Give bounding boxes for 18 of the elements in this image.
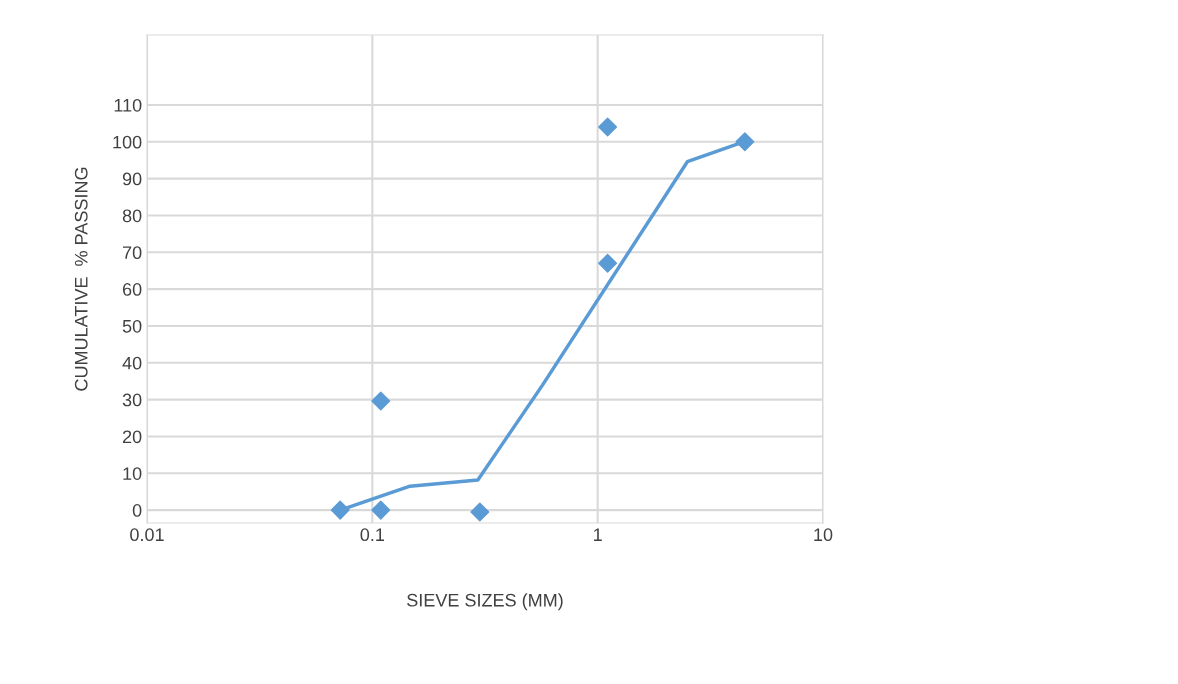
y-tick-label: 0 [132, 504, 142, 517]
y-tick-label: 110 [114, 98, 142, 112]
x-tick-label: 0.01 [130, 528, 164, 542]
x-axis-title: SIEVE SIZES (MM) [407, 593, 563, 611]
y-tick-label: 20 [122, 430, 142, 444]
y-tick-label: 40 [122, 356, 142, 370]
y-tick-label: 80 [122, 209, 142, 223]
y-tick-label: 30 [122, 393, 142, 407]
y-tick-label: 90 [122, 172, 142, 186]
x-tick-label: 10 [814, 528, 833, 542]
x-tick-label: 0.1 [360, 528, 384, 542]
y-tick-label: 10 [123, 467, 142, 480]
x-tick-label: 1 [594, 528, 602, 541]
y-tick-label: 70 [122, 246, 142, 260]
y-tick-label: 50 [122, 319, 142, 333]
y-tick-label: 60 [122, 283, 142, 296]
y-tick-label: 100 [113, 135, 142, 149]
y-axis-title: CUMULATIVE % PASSING [74, 167, 88, 391]
